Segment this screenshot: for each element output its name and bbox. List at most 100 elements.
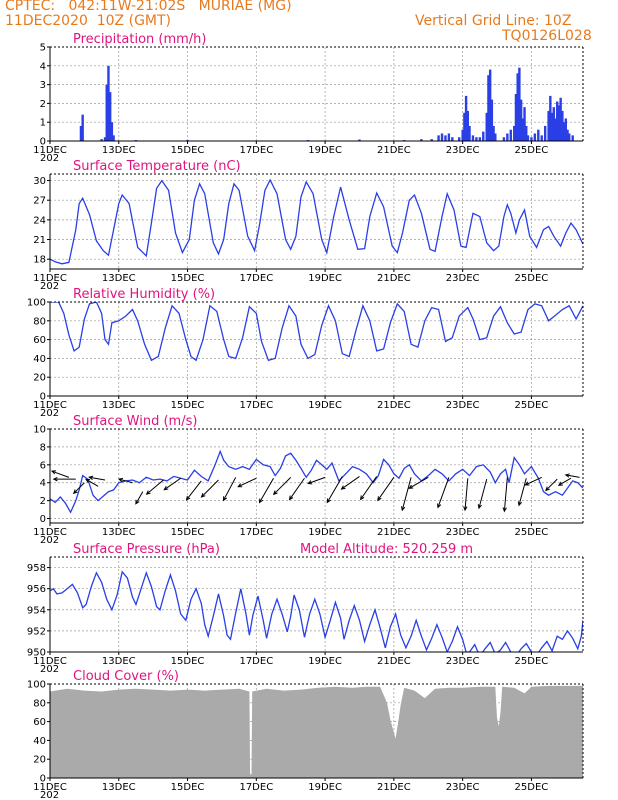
x-tick-label: 11DEC bbox=[33, 656, 67, 667]
y-tick-label: 2 bbox=[40, 99, 46, 110]
wind-arrow-head bbox=[222, 496, 228, 502]
precip-bar bbox=[430, 139, 433, 141]
y-tick-label: 6 bbox=[40, 460, 46, 471]
wind-arrow bbox=[259, 477, 274, 503]
precip-bar bbox=[451, 137, 454, 141]
precip-bar bbox=[562, 122, 566, 141]
x-tick-label: 19DEC bbox=[308, 273, 342, 284]
precip-bar bbox=[103, 137, 107, 141]
cloud-cover-area bbox=[50, 685, 583, 778]
precip-bar bbox=[440, 133, 444, 141]
panel-3: 0 20 40 60 80 100 11DEC 13DEC 15DEC 17DEC 19DEC 21D… bbox=[27, 287, 584, 419]
x-tick-label: 15DEC bbox=[171, 527, 205, 538]
precip-bar bbox=[557, 105, 561, 141]
x-tick-label: 23DEC bbox=[446, 400, 480, 411]
wind-arrow bbox=[51, 470, 70, 478]
precip-bar bbox=[471, 135, 475, 141]
wind-arrow bbox=[464, 478, 469, 511]
y-tick-label: 20 bbox=[33, 755, 46, 766]
precip-bar bbox=[549, 95, 552, 141]
header-date: 11DEC2020 10Z (GMT) bbox=[5, 13, 172, 29]
series-line bbox=[50, 178, 583, 265]
x-tick-label: 21DEC bbox=[377, 527, 411, 538]
precip-bar bbox=[464, 95, 468, 141]
y-tick-label: 4 bbox=[40, 61, 46, 72]
y-tick-label: 0 bbox=[40, 137, 46, 148]
x-tick-label: 15DEC bbox=[171, 782, 205, 793]
wind-arrow bbox=[73, 482, 85, 494]
series-line bbox=[50, 302, 583, 362]
x-year-label: 202 bbox=[40, 408, 59, 419]
wind-arrow-head bbox=[502, 507, 507, 513]
precip-bar bbox=[530, 137, 533, 141]
y-tick-label: 950 bbox=[27, 648, 46, 659]
panel-6: 0 20 40 60 80 100 11DEC 13DEC 15DEC 17DEC 19DEC 21D… bbox=[27, 669, 584, 800]
wind-arrow-head bbox=[463, 506, 468, 512]
wind-arrow-head bbox=[52, 476, 58, 482]
wind-arrow bbox=[201, 479, 219, 498]
wind-arrow bbox=[308, 476, 326, 484]
wind-arrow bbox=[377, 477, 395, 501]
precip-bar bbox=[112, 135, 115, 141]
x-tick-label: 13DEC bbox=[102, 527, 136, 538]
panel-title: Cloud Cover (%) bbox=[73, 669, 179, 684]
wind-arrow-head bbox=[477, 504, 482, 510]
series-line bbox=[50, 570, 583, 652]
x-year-label: 202 bbox=[40, 664, 59, 675]
precip-bar bbox=[107, 65, 110, 141]
wind-arrow bbox=[135, 491, 144, 505]
panel-5: 950 952 954 956 958 11DEC 13DEC 15DEC 17DEC 19DEC… bbox=[27, 542, 584, 675]
precip-bar bbox=[566, 129, 569, 141]
header-grid-note: Vertical Grid Line: 10Z bbox=[415, 13, 572, 29]
y-tick-label: 80 bbox=[33, 698, 46, 709]
x-tick-label: 15DEC bbox=[171, 400, 205, 411]
header-model-id: TQ0126L028 bbox=[502, 28, 592, 44]
y-tick-label: 952 bbox=[27, 626, 46, 637]
precip-bar bbox=[358, 139, 361, 141]
wind-arrow-head bbox=[185, 495, 191, 501]
x-tick-label: 13DEC bbox=[102, 145, 136, 156]
x-tick-label: 13DEC bbox=[102, 656, 136, 667]
x-tick-label: 11DEC bbox=[33, 527, 67, 538]
y-tick-label: 18 bbox=[33, 255, 46, 266]
precip-bar bbox=[561, 110, 564, 141]
y-tick-label: 27 bbox=[33, 196, 46, 207]
precip-bar bbox=[547, 110, 550, 141]
wind-arrow bbox=[289, 477, 305, 500]
wind-arrow bbox=[565, 474, 580, 478]
x-tick-label: 17DEC bbox=[239, 656, 273, 667]
precip-bar bbox=[514, 94, 518, 141]
wind-arrow-head bbox=[377, 496, 382, 502]
wind-arrow-head bbox=[200, 493, 206, 498]
wind-arrow bbox=[146, 479, 164, 495]
y-tick-label: 100 bbox=[27, 298, 46, 309]
x-tick-label: 25DEC bbox=[515, 782, 549, 793]
wind-arrow-head bbox=[307, 480, 313, 485]
y-tick-label: 5 bbox=[40, 43, 46, 54]
x-tick-label: 25DEC bbox=[515, 656, 549, 667]
wind-arrow-head bbox=[50, 470, 57, 475]
precip-bar bbox=[506, 133, 509, 141]
wind-arrow-head bbox=[326, 498, 331, 504]
wind-arrow bbox=[408, 476, 429, 489]
wind-arrow-head bbox=[237, 483, 243, 488]
x-tick-label: 23DEC bbox=[446, 656, 480, 667]
wind-arrow-head bbox=[72, 489, 78, 495]
y-tick-label: 956 bbox=[27, 584, 46, 595]
wind-arrow bbox=[237, 477, 257, 488]
precip-bar bbox=[488, 69, 492, 141]
precip-bar bbox=[533, 133, 537, 141]
precip-bar bbox=[490, 99, 494, 141]
wind-arrow-head bbox=[117, 477, 124, 483]
panel-2: 18 21 24 27 30 11DEC 13DEC 15DEC 17DEC 19DEC 21DEC… bbox=[33, 159, 584, 292]
x-tick-label: 21DEC bbox=[377, 145, 411, 156]
y-tick-label: 0 bbox=[40, 392, 46, 403]
y-tick-label: 40 bbox=[33, 736, 46, 747]
panel-1: 0 1 2 3 4 5 11DEC 13DEC 15DEC 17DEC 19DEC 21DEC 23DE… bbox=[33, 32, 584, 164]
y-tick-label: 8 bbox=[40, 442, 46, 453]
precip-bar bbox=[513, 125, 516, 141]
precip-bar bbox=[79, 125, 83, 141]
precip-bar bbox=[105, 84, 108, 141]
panel-4: 0 2 4 6 8 10 11DEC 13DEC 15DEC 17DEC 19DEC 21DEC 23D… bbox=[33, 414, 584, 546]
wind-arrow-head bbox=[88, 475, 94, 480]
